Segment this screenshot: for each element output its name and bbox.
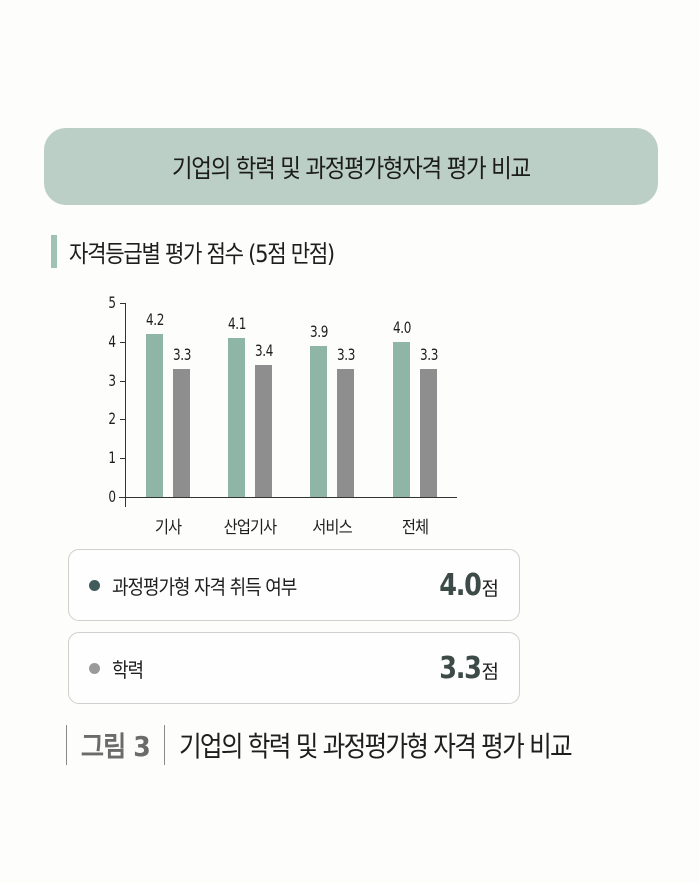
divider xyxy=(163,725,165,765)
y-tick xyxy=(120,458,126,460)
bar xyxy=(228,337,245,497)
dot-icon xyxy=(89,662,100,674)
bar xyxy=(420,368,437,497)
bar xyxy=(146,334,163,497)
banner-title: 기업의 학력 및 과정평가형자격 평가 비교 xyxy=(172,153,531,183)
bar xyxy=(393,341,410,497)
y-tick xyxy=(120,303,126,304)
category-label: 산업기사 xyxy=(223,518,278,538)
caption-text: 기업의 학력 및 과정평가형 자격 평가 비교 xyxy=(178,730,573,763)
y-tick xyxy=(120,380,126,382)
dot-icon xyxy=(89,579,100,591)
y-tick xyxy=(120,341,126,343)
y-tick xyxy=(120,419,126,421)
summary-label: 과정평가형 자격 취득 여부 xyxy=(112,574,297,599)
summary-unit: 점 xyxy=(481,660,499,683)
bar-value-label: 4.2 xyxy=(146,310,164,330)
y-tick-label: 0 xyxy=(108,487,116,506)
x-axis xyxy=(119,497,457,498)
y-axis xyxy=(125,303,126,498)
category-label: 전체 xyxy=(401,518,429,538)
axis-origin-tick xyxy=(125,497,126,507)
chart-subheading: 자격등급별 평가 점수 (5점 만점) xyxy=(51,233,370,269)
bar xyxy=(255,365,272,497)
bar-value-label: 4.0 xyxy=(393,317,411,337)
y-tick-label: 1 xyxy=(108,448,116,468)
y-tick xyxy=(120,497,126,498)
summary-card-education: 학력 3.3 점 xyxy=(68,632,520,704)
bar-value-label: 3.3 xyxy=(420,344,438,364)
bar xyxy=(173,368,190,497)
bar xyxy=(310,345,327,497)
figure-caption: 그림 3 기업의 학력 및 과정평가형 자격 평가 비교 xyxy=(66,722,624,768)
summary-number: 3.3 xyxy=(439,650,482,686)
y-tick-label: 2 xyxy=(108,409,116,429)
y-tick-label: 3 xyxy=(108,370,116,390)
title-banner: 기업의 학력 및 과정평가형자격 평가 비교 xyxy=(44,128,658,205)
divider xyxy=(66,725,67,765)
summary-number: 4.0 xyxy=(439,567,482,603)
accent-bar xyxy=(51,234,57,268)
bar-value-label: 3.9 xyxy=(310,321,328,341)
bar-value-label: 3.4 xyxy=(255,341,273,361)
figure-number: 그림 3 xyxy=(80,730,151,763)
y-tick-label: 4 xyxy=(108,331,116,351)
category-label: 기사 xyxy=(154,518,182,538)
y-tick-label: 5 xyxy=(108,293,116,312)
bar-value-label: 3.3 xyxy=(337,344,355,364)
bar-value-label: 3.3 xyxy=(173,344,191,364)
bar-value-label: 4.1 xyxy=(228,313,246,333)
summary-unit: 점 xyxy=(481,577,499,600)
chart-title: 자격등급별 평가 점수 (5점 만점) xyxy=(69,239,335,268)
summary-value: 4.0 점 xyxy=(432,568,499,603)
summary-value: 3.3 점 xyxy=(432,651,499,686)
summary-card-qualification: 과정평가형 자격 취득 여부 4.0 점 xyxy=(68,549,520,621)
bar xyxy=(337,368,354,497)
summary-label: 학력 xyxy=(112,657,144,682)
category-label: 서비스 xyxy=(312,518,352,538)
bar-chart: 0 1 2 3 4 5 4.2 3.3 기사 4.1 3.4 산업기사 3.9 3.3 서비스 4.0 3.3… xyxy=(108,293,457,538)
